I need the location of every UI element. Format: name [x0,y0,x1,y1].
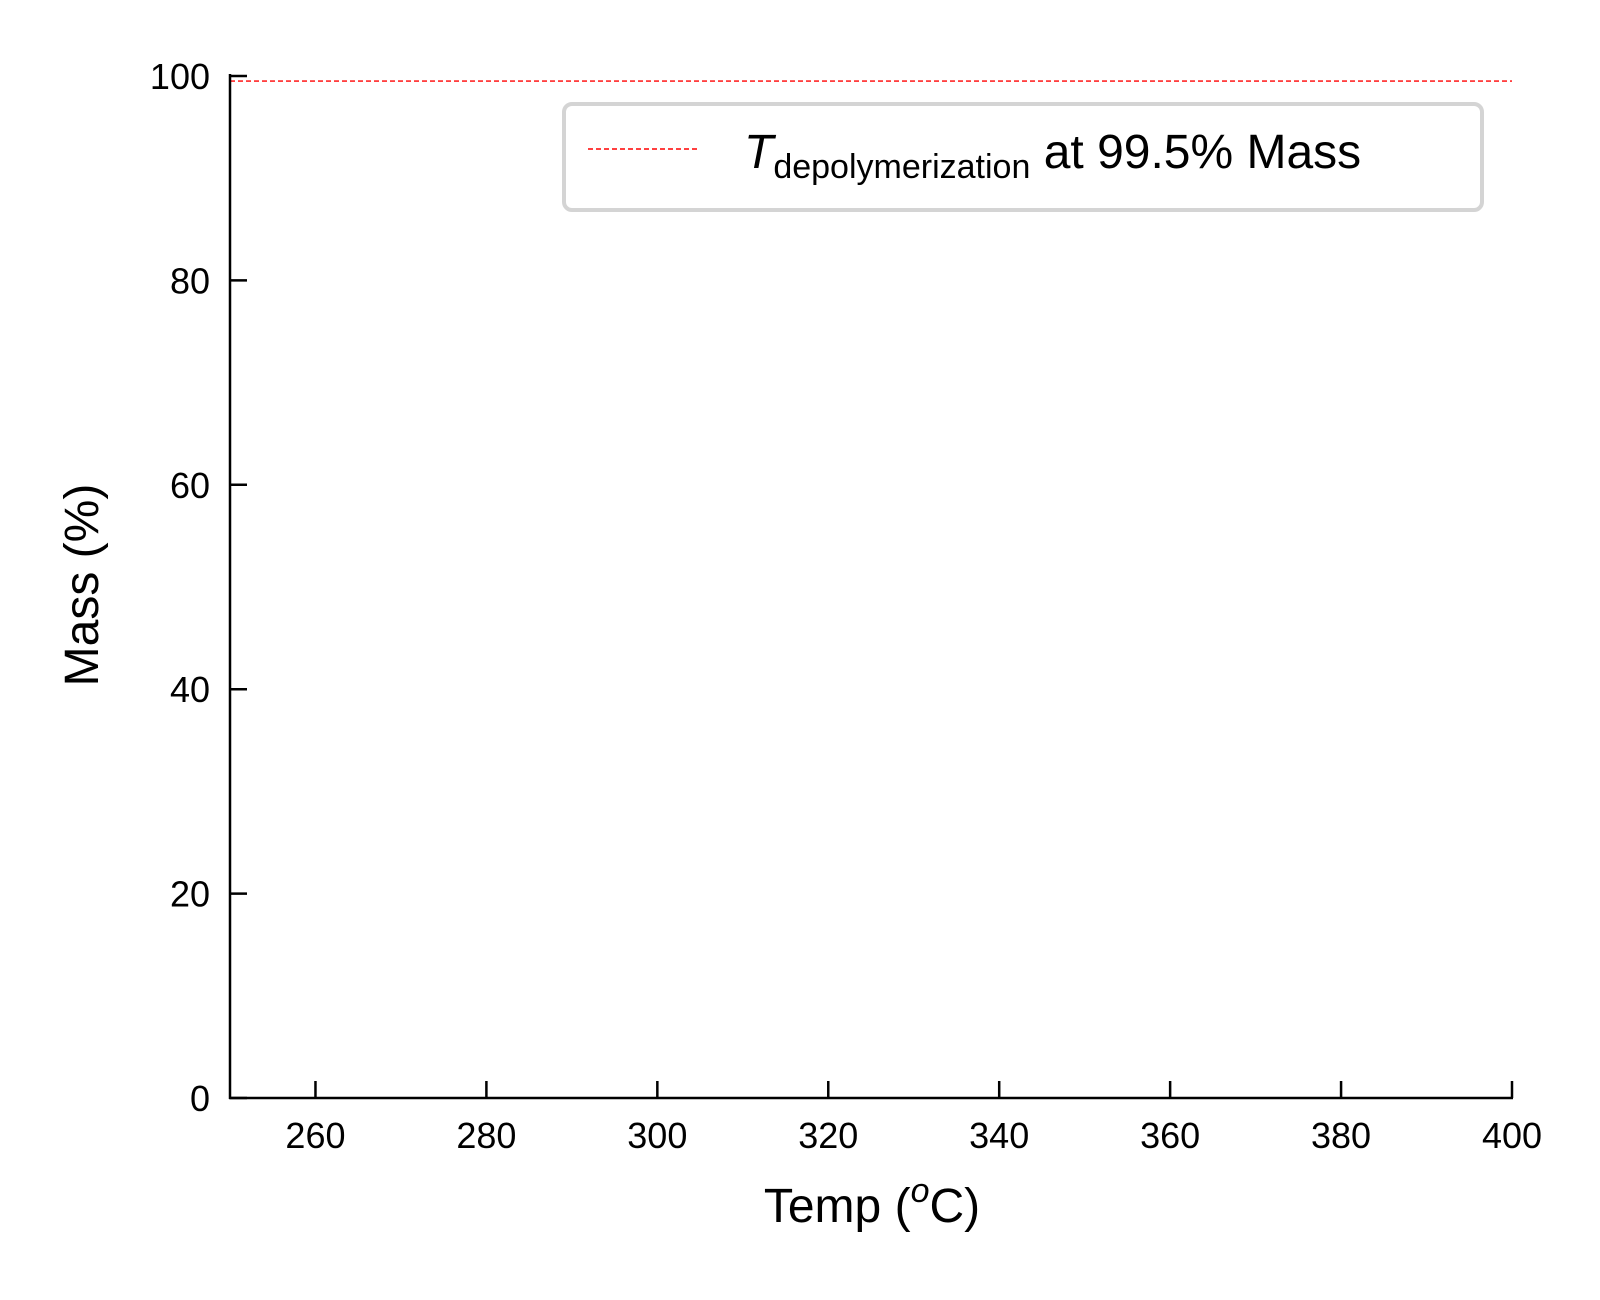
y-tick-label: 40 [170,669,210,710]
x-tick-label: 280 [456,1115,516,1156]
y-tick-label: 100 [150,56,210,97]
x-axis-label-main: Temp ( [764,1180,911,1233]
legend-entry-subscript: depolymerization [773,148,1030,186]
x-axis-label-superscript: o [911,1172,930,1210]
x-tick-label: 360 [1140,1115,1200,1156]
legend-entry-label: Tdepolymerization at 99.5% Mass [744,126,1361,186]
x-axis: 260 280 300 320 340 360 380 400 [229,1081,1542,1156]
y-tick-label: 80 [170,260,210,301]
y-tick-label: 0 [190,1078,210,1119]
x-tick-label: 380 [1311,1115,1371,1156]
x-tick-label: 320 [798,1115,858,1156]
y-axis-label: Mass (%) [56,484,109,687]
x-axis-label-tail: C) [929,1180,980,1233]
legend-entry-symbol: T [744,126,777,179]
x-tick-label: 300 [627,1115,687,1156]
x-tick-label: 260 [285,1115,345,1156]
y-tick-label: 20 [170,874,210,915]
legend-box [562,102,1484,212]
x-tick-label: 400 [1482,1115,1542,1156]
x-axis-label: Temp (oC) [764,1172,980,1233]
legend-entry-suffix: at 99.5% Mass [1030,126,1361,179]
x-tick-label: 340 [969,1115,1029,1156]
legend: Tdepolymerization at 99.5% Mass [562,102,1484,212]
y-tick-label: 60 [170,465,210,506]
y-axis: 0 20 40 60 80 100 [150,56,247,1119]
